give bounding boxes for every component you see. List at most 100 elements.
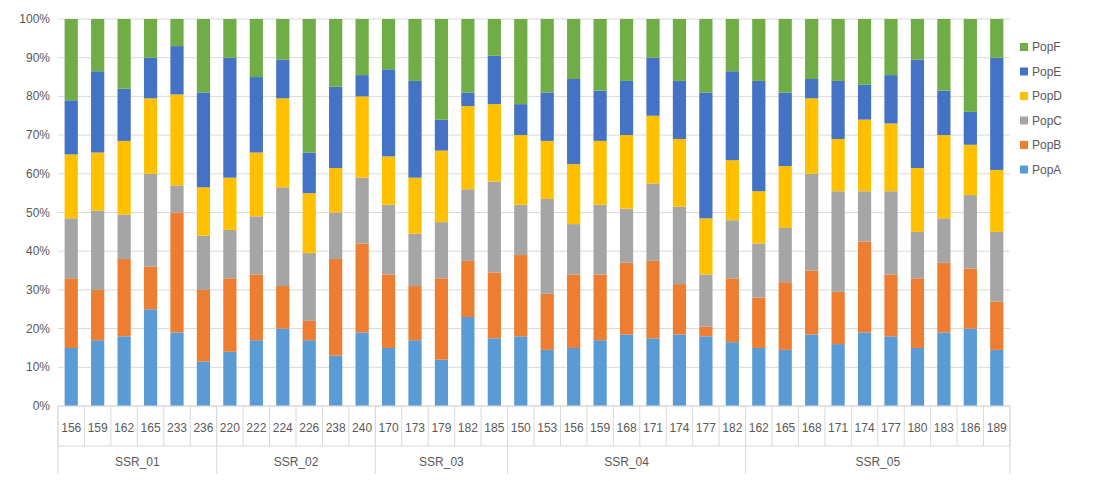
bar-segment xyxy=(303,340,316,406)
category-separator xyxy=(772,406,773,446)
bar-segment xyxy=(832,139,845,191)
bar-segment xyxy=(408,19,421,81)
bar-segment xyxy=(382,69,395,156)
legend-label: PopD xyxy=(1032,89,1062,103)
bar-segment xyxy=(858,332,871,406)
bar-segment xyxy=(911,232,924,278)
y-tick-label: 30% xyxy=(26,283,50,297)
bar-segment xyxy=(779,19,792,93)
bar-segment xyxy=(329,213,342,259)
bar-segment xyxy=(858,85,871,120)
bar-segment xyxy=(488,104,501,181)
bar-segment xyxy=(435,151,448,223)
category-separator xyxy=(692,406,693,446)
group-label: SSR_01 xyxy=(115,455,160,469)
bar-segment xyxy=(752,243,765,297)
bar-segment xyxy=(805,19,818,79)
category-separator xyxy=(348,406,349,446)
bar-segment xyxy=(937,19,950,91)
bar-segment xyxy=(514,104,527,135)
category-separator xyxy=(137,406,138,446)
bar-segment xyxy=(620,334,633,406)
bar-segment xyxy=(223,352,236,406)
bar-segment xyxy=(699,19,712,93)
bar-segment xyxy=(752,298,765,348)
bar-segment xyxy=(223,58,236,178)
x-tick-label: 156 xyxy=(564,421,584,435)
y-tick-label: 70% xyxy=(26,128,50,142)
bar-segment xyxy=(858,242,871,333)
bar-segment xyxy=(435,222,448,278)
bar-segment xyxy=(197,187,210,235)
category-separator xyxy=(719,406,720,446)
bar-segment xyxy=(382,274,395,348)
bar-segment xyxy=(699,336,712,406)
bar-segment xyxy=(65,278,78,348)
bar-segment xyxy=(805,174,818,271)
x-tick-label: 186 xyxy=(960,421,980,435)
bar-segment xyxy=(356,178,369,244)
bar-segment xyxy=(144,267,157,310)
x-tick-label: 189 xyxy=(987,421,1007,435)
category-separator xyxy=(481,406,482,446)
bar-segment xyxy=(223,178,236,230)
bar-segment xyxy=(964,329,977,406)
bar-segment xyxy=(567,164,580,224)
x-tick-label: 171 xyxy=(643,421,663,435)
bar-segment xyxy=(356,19,369,75)
bar-segment xyxy=(567,274,580,348)
bar-segment xyxy=(805,334,818,406)
bar-segment xyxy=(699,218,712,274)
bar-segment xyxy=(832,344,845,406)
bar-segment xyxy=(620,19,633,81)
x-tick-label: 179 xyxy=(431,421,451,435)
bar-segment xyxy=(91,211,104,290)
bar-segment xyxy=(567,224,580,274)
bar-segment xyxy=(673,207,686,284)
bar-segment xyxy=(461,19,474,93)
bar-segment xyxy=(170,46,183,94)
x-tick-label: 185 xyxy=(484,421,504,435)
category-separator xyxy=(639,406,640,446)
bar-segment xyxy=(250,216,263,274)
category-separator xyxy=(824,406,825,446)
category-separator xyxy=(190,406,191,446)
bar-segment xyxy=(461,93,474,107)
category-separator xyxy=(296,406,297,446)
bar-segment xyxy=(884,75,897,123)
bar-segment xyxy=(937,263,950,333)
bar-segment xyxy=(65,100,78,154)
bar-segment xyxy=(752,81,765,191)
bar-segment xyxy=(752,19,765,81)
bar-segment xyxy=(884,336,897,406)
bar-segment xyxy=(329,356,342,406)
x-tick-label: 165 xyxy=(141,421,161,435)
group-label: SSR_04 xyxy=(604,455,649,469)
bar-segment xyxy=(594,19,607,91)
x-tick-label: 183 xyxy=(934,421,954,435)
x-tick-label: 226 xyxy=(299,421,319,435)
bar-segment xyxy=(964,269,977,329)
x-tick-label: 159 xyxy=(88,421,108,435)
bar-segment xyxy=(250,153,263,217)
bar-segment xyxy=(990,302,1003,350)
category-separator xyxy=(851,406,852,446)
group-separator xyxy=(507,406,508,474)
bar-segment xyxy=(461,189,474,261)
bar-segment xyxy=(303,253,316,321)
x-tick-label: 174 xyxy=(855,421,875,435)
bar-segment xyxy=(832,19,845,81)
bar-segment xyxy=(832,81,845,139)
bar-segment xyxy=(91,19,104,71)
bar-segment xyxy=(356,75,369,96)
group-separator xyxy=(375,406,376,474)
bar-segment xyxy=(884,191,897,274)
bar-segment xyxy=(197,93,210,188)
bar-segment xyxy=(752,191,765,243)
bar-segment xyxy=(911,348,924,406)
category-separator xyxy=(983,406,984,446)
bar-segment xyxy=(303,321,316,340)
x-tick-label: 177 xyxy=(881,421,901,435)
bar-segment xyxy=(964,112,977,145)
bar-segment xyxy=(541,350,554,406)
